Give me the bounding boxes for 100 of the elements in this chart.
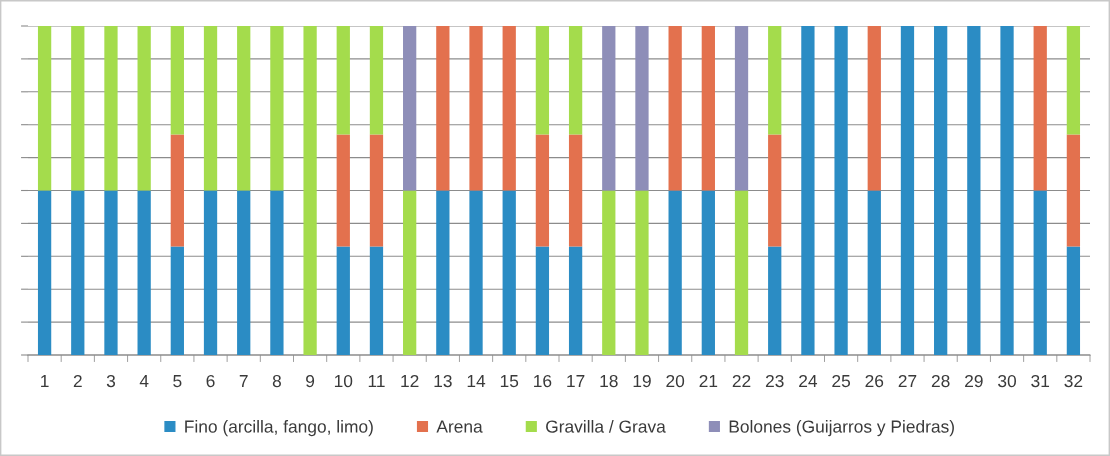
bar xyxy=(867,190,881,355)
x-tick-label: 1 xyxy=(41,375,49,388)
bar xyxy=(1000,26,1014,355)
x-tick-label: 17 xyxy=(567,375,585,388)
x-tick-label: 5 xyxy=(173,375,182,388)
bar xyxy=(1033,190,1047,355)
x-tick-label: 19 xyxy=(633,374,651,388)
bar xyxy=(535,26,550,135)
bar xyxy=(436,190,450,355)
bar xyxy=(469,26,483,191)
bar xyxy=(270,190,284,355)
bar xyxy=(170,246,184,355)
bar xyxy=(170,134,184,247)
bar xyxy=(203,26,218,191)
bar xyxy=(37,26,52,191)
bar xyxy=(71,190,85,355)
bar xyxy=(369,246,384,355)
bar xyxy=(768,246,782,355)
bar xyxy=(1033,26,1047,191)
bar xyxy=(137,26,151,191)
legend-label: Gravilla / Grava xyxy=(546,419,666,433)
bar xyxy=(336,246,350,355)
x-tick-label: 16 xyxy=(534,374,552,388)
bar xyxy=(71,26,85,191)
bar xyxy=(635,190,649,355)
bar xyxy=(701,190,715,355)
bar xyxy=(104,190,118,355)
x-tick-label: 22 xyxy=(732,374,751,388)
x-tick-label: 7 xyxy=(239,375,248,388)
x-tick-label: 21 xyxy=(699,374,718,388)
bar xyxy=(1066,134,1081,247)
x-tick-label: 27 xyxy=(898,374,917,388)
bar xyxy=(768,134,782,247)
x-tick-label: 9 xyxy=(306,374,315,388)
x-tick-label: 4 xyxy=(139,375,149,388)
bar xyxy=(237,190,251,355)
bar xyxy=(967,26,981,355)
x-tick-label: 13 xyxy=(434,374,452,388)
x-tick-label: 28 xyxy=(931,374,950,388)
bar xyxy=(237,26,251,191)
bar xyxy=(170,26,184,135)
bar xyxy=(1066,246,1081,355)
x-tick-label: 24 xyxy=(799,374,818,388)
x-tick-label: 3 xyxy=(106,374,116,388)
bar xyxy=(203,190,218,355)
bar xyxy=(668,190,682,355)
bar xyxy=(137,190,151,355)
bar xyxy=(635,26,649,191)
bar xyxy=(900,26,915,355)
bar xyxy=(801,26,815,355)
bar xyxy=(104,26,118,191)
legend-label: Arena xyxy=(436,420,483,433)
bar xyxy=(535,134,550,247)
x-tick-label: 29 xyxy=(965,374,983,388)
x-tick-label: 10 xyxy=(334,374,353,388)
bar xyxy=(502,26,516,191)
bar xyxy=(734,26,749,191)
bar xyxy=(934,26,948,355)
x-tick-label: 15 xyxy=(500,375,519,388)
bar xyxy=(734,190,749,355)
bar xyxy=(336,26,350,135)
bar xyxy=(303,26,317,355)
bar xyxy=(469,190,483,355)
bar xyxy=(701,26,715,191)
bar xyxy=(568,134,583,247)
x-tick-label: 32 xyxy=(1064,374,1083,388)
x-tick-label: 25 xyxy=(832,374,851,388)
bar xyxy=(867,26,881,191)
x-tick-label: 20 xyxy=(666,374,685,388)
bar xyxy=(436,26,450,191)
x-tick-label: 6 xyxy=(206,374,215,388)
bar xyxy=(270,26,284,191)
bar xyxy=(535,246,550,355)
bar xyxy=(369,26,384,135)
bar xyxy=(403,190,417,355)
bar xyxy=(336,134,350,247)
bar xyxy=(668,26,682,191)
bar xyxy=(834,26,848,355)
bar xyxy=(602,190,616,355)
x-tick-label: 31 xyxy=(1031,374,1050,388)
legend-label: Bolones (Guijarros y Piedras) xyxy=(729,419,954,437)
bar xyxy=(403,26,417,191)
x-tick-label: 2 xyxy=(73,374,82,388)
x-tick-label: 18 xyxy=(600,374,618,388)
x-tick-label: 14 xyxy=(467,375,486,388)
bar xyxy=(568,26,583,135)
legend-label: Fino (arcilla, fango, limo) xyxy=(185,419,373,437)
bar xyxy=(502,190,516,355)
bar xyxy=(568,246,583,355)
x-tick-label: 23 xyxy=(765,374,784,388)
bar xyxy=(37,190,52,355)
bar xyxy=(369,134,384,247)
x-tick-label: 12 xyxy=(401,374,419,388)
x-tick-label: 26 xyxy=(865,374,884,388)
x-tick-label: 8 xyxy=(272,374,281,388)
bar xyxy=(768,26,782,135)
bar xyxy=(602,26,616,191)
x-tick-label: 11 xyxy=(368,375,385,388)
bar xyxy=(1066,26,1081,135)
x-tick-label: 30 xyxy=(998,374,1017,388)
